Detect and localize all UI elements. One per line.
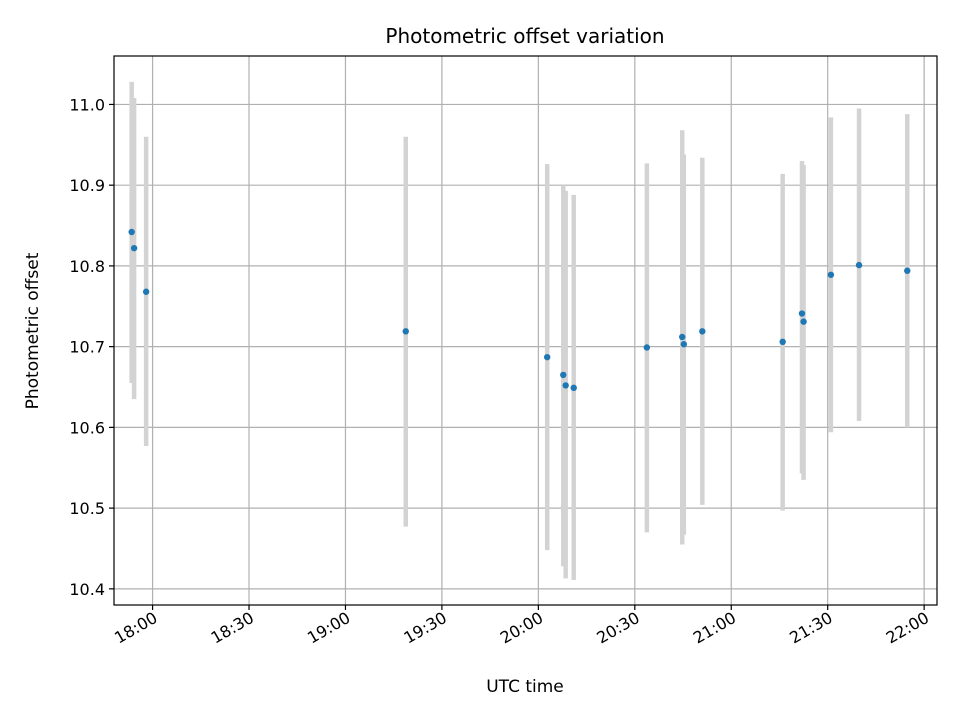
y-tick-label: 10.7 — [69, 338, 105, 357]
y-tick-label: 11.0 — [69, 95, 105, 114]
data-point — [544, 353, 551, 361]
data-point — [800, 318, 807, 325]
data-point — [570, 384, 577, 392]
y-tick-label: 10.8 — [69, 257, 105, 276]
y-tick-label: 10.9 — [69, 176, 105, 195]
x-axis-title: UTC time — [486, 677, 564, 697]
y-axis-title: Photometric offset — [23, 252, 43, 409]
data-point — [855, 261, 863, 269]
data-point — [779, 338, 786, 346]
data-point — [560, 371, 567, 379]
data-point — [798, 310, 806, 317]
data-point — [130, 244, 138, 252]
data-points — [128, 228, 911, 392]
y-tick-label: 10.5 — [69, 499, 105, 518]
data-point — [562, 382, 569, 389]
y-tick-label: 10.6 — [69, 418, 105, 437]
data-point — [643, 344, 651, 351]
y-tick-label: 10.4 — [69, 580, 105, 599]
data-point — [142, 288, 150, 295]
grid — [114, 56, 937, 605]
data-point — [680, 341, 688, 348]
plot-frame — [113, 55, 938, 606]
data-point — [699, 328, 706, 335]
data-point — [679, 333, 686, 341]
chart-title: Photometric offset variation — [385, 24, 664, 48]
data-point — [128, 228, 135, 236]
data-point — [904, 267, 911, 274]
data-point — [827, 271, 835, 278]
data-point — [402, 328, 409, 335]
